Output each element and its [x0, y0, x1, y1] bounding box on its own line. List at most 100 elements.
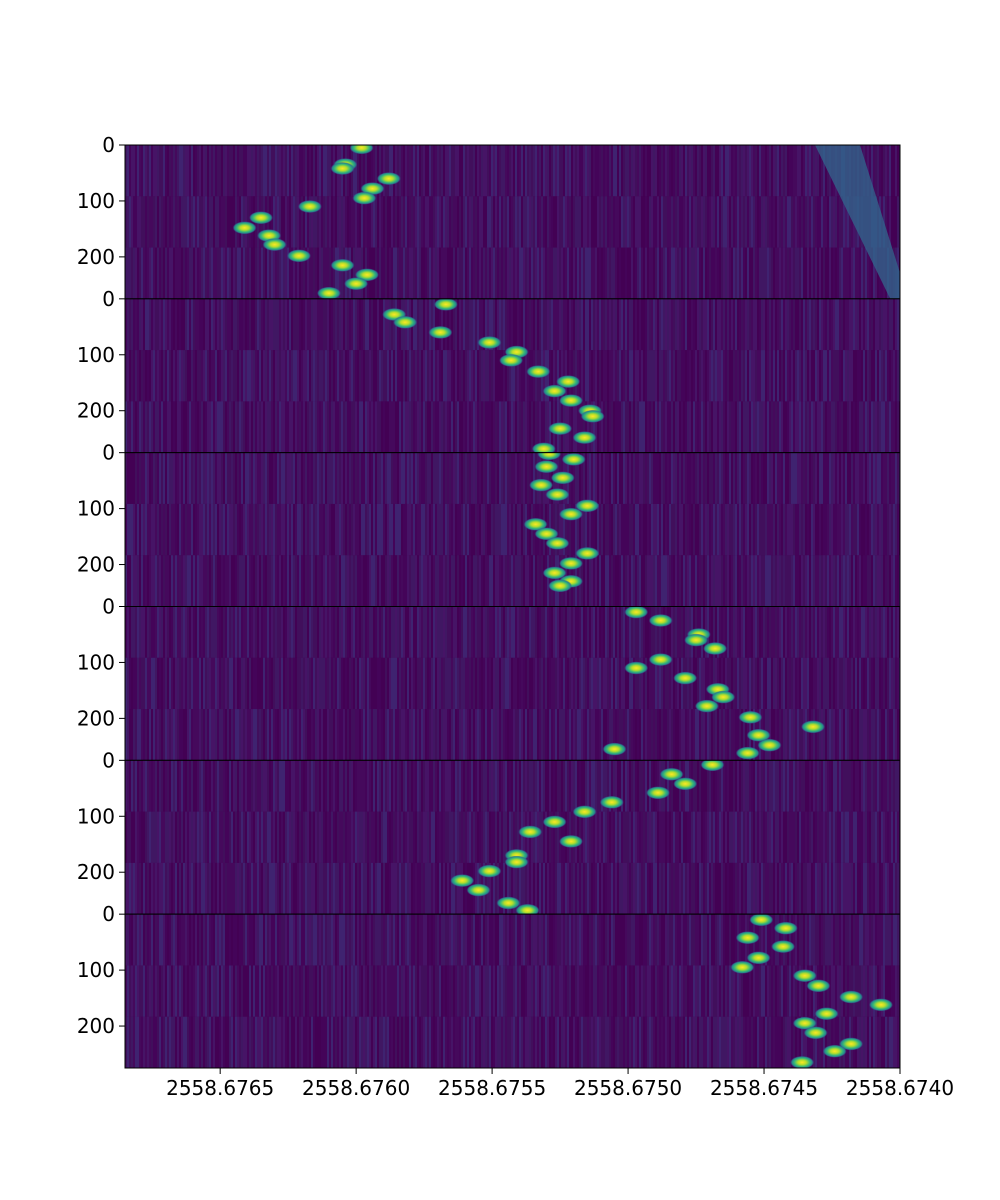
signal-blob	[575, 546, 600, 560]
signal-blob	[711, 690, 736, 704]
signal-blob	[518, 825, 543, 839]
y-tick-label: 0	[102, 441, 115, 465]
signal-blob	[599, 795, 624, 809]
signal-blob	[646, 786, 670, 800]
panel-4: 0 100 200	[77, 595, 901, 761]
signal-blob	[450, 874, 475, 888]
signal-blob	[287, 249, 311, 263]
signal-blob	[673, 671, 698, 685]
signal-blob	[746, 951, 771, 965]
signal-blob	[839, 990, 864, 1004]
signal-blob	[545, 536, 570, 550]
signal-blob	[746, 728, 771, 742]
noise-texture	[125, 606, 900, 761]
signal-blob	[534, 460, 559, 474]
signal-blob	[803, 1026, 828, 1040]
signal-blob	[773, 921, 798, 935]
noise-texture	[125, 298, 900, 453]
signal-blob	[526, 365, 551, 379]
signal-blob	[559, 507, 583, 521]
signal-blob	[542, 384, 567, 398]
y-tick-label: 200	[77, 860, 115, 884]
signal-blob	[499, 353, 524, 367]
signal-blob	[806, 979, 831, 993]
y-tick-label: 200	[77, 553, 115, 577]
y-tick-label: 100	[77, 189, 115, 213]
signal-blob	[548, 422, 573, 436]
panel-3: 0 100 200	[77, 441, 901, 607]
signal-blob	[542, 566, 567, 580]
signal-blob	[537, 452, 562, 461]
signal-blob	[792, 969, 817, 983]
signal-blob	[534, 527, 559, 541]
signal-blob	[801, 720, 825, 734]
signal-blob	[496, 896, 521, 910]
signal-blob	[545, 488, 570, 502]
signal-blob	[735, 746, 760, 760]
signal-blob	[700, 760, 725, 772]
signal-blob	[531, 442, 556, 453]
signal-blob	[572, 805, 597, 819]
panel-6: 0 100 200	[77, 902, 901, 1069]
x-axis: 2558.6765 2558.6760 2558.6755 2558.6750 2558…	[166, 1068, 954, 1100]
signal-blob	[580, 409, 605, 423]
signal-blob	[738, 710, 763, 724]
y-tick-label: 100	[77, 958, 115, 982]
signal-blob	[822, 1044, 847, 1058]
signal-blob	[466, 883, 491, 897]
signal-blob	[757, 738, 782, 752]
signal-blob	[330, 258, 355, 272]
y-tick-label: 200	[77, 245, 115, 269]
diagonal-streak	[815, 145, 900, 299]
signal-blob	[550, 471, 575, 485]
signal-blob	[559, 556, 583, 570]
signal-blob	[869, 998, 893, 1012]
x-tick-label: 2558.6760	[302, 1076, 410, 1100]
signal-blob	[575, 499, 600, 513]
signal-blob	[352, 191, 377, 205]
signal-blob	[393, 315, 418, 329]
signal-blob	[262, 238, 287, 252]
signal-blob	[330, 162, 355, 175]
panel-frame	[124, 913, 901, 1069]
signal-blob	[297, 200, 322, 213]
signal-blob	[548, 579, 573, 593]
noise-texture	[125, 760, 900, 915]
signal-blob	[771, 940, 796, 954]
noise-texture	[125, 914, 900, 1068]
signal-blob	[730, 960, 755, 974]
signal-blob	[477, 864, 502, 878]
signal-blob	[542, 815, 567, 829]
x-tick-label: 2558.6750	[574, 1076, 682, 1100]
signal-blob	[684, 633, 709, 647]
y-tick-label: 0	[102, 595, 115, 619]
signal-blob	[839, 1037, 864, 1051]
signal-blob	[249, 211, 273, 225]
y-tick-label: 200	[77, 1014, 115, 1038]
noise-texture	[125, 452, 900, 607]
y-tick-label: 0	[102, 902, 115, 926]
x-tick-label: 2558.6745	[710, 1076, 818, 1100]
signal-blob	[504, 855, 529, 869]
panel-1: 0 100 200	[77, 133, 901, 300]
signal-blob	[814, 1007, 839, 1021]
y-tick-label: 100	[77, 804, 115, 828]
signal-blob	[749, 914, 774, 927]
signal-blob	[316, 286, 341, 299]
y-tick-label: 0	[102, 748, 115, 772]
noise-texture	[125, 145, 900, 299]
signal-blob	[694, 699, 719, 713]
signal-blob	[624, 606, 649, 619]
signal-blob	[673, 777, 698, 791]
signal-blob	[376, 172, 401, 186]
x-tick-label: 2558.6765	[166, 1076, 274, 1100]
signal-blob	[556, 375, 581, 389]
y-tick-label: 100	[77, 650, 115, 674]
y-tick-label: 100	[77, 497, 115, 521]
signal-blob	[648, 614, 673, 627]
y-tick-label: 0	[102, 287, 115, 311]
signal-blob	[349, 145, 374, 155]
signal-blob	[792, 1016, 817, 1030]
x-tick-label: 2558.6740	[846, 1076, 954, 1100]
